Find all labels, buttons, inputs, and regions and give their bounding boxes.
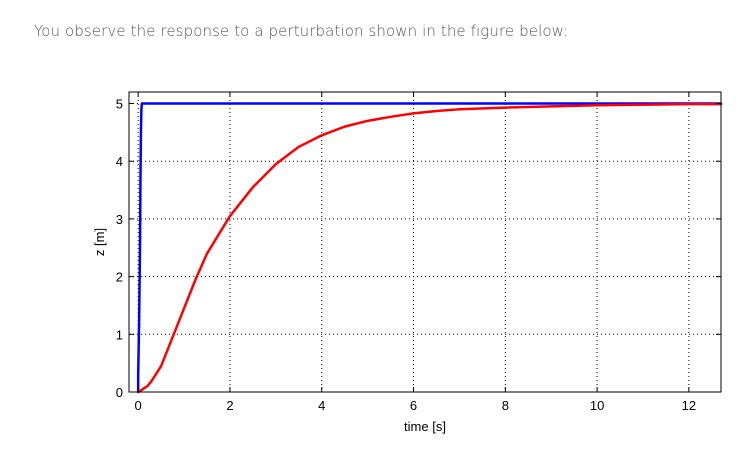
data-series [136,102,723,394]
x-tick-label: 12 [682,398,696,413]
series-line-red [136,102,723,394]
y-tick-label: 1 [116,327,123,342]
y-tick-label: 2 [116,270,123,285]
x-axis-label: time [s] [404,419,446,434]
series-line-blue [136,102,723,394]
y-tick-label: 3 [116,212,123,227]
x-tick-label: 0 [135,398,142,413]
x-tick-label: 6 [410,398,417,413]
x-tick-label: 4 [318,398,325,413]
y-tick-label: 0 [116,385,123,400]
x-tick-label: 8 [502,398,509,413]
question-text: You observe the response to a perturbati… [34,22,569,40]
x-tick-label: 2 [226,398,233,413]
plot-frame [128,91,722,393]
plot-area [129,92,721,392]
x-tick-label: 10 [590,398,604,413]
y-tick-label: 4 [116,154,123,169]
y-axis-label: z [m] [92,228,107,256]
y-tick-label: 5 [116,97,123,112]
